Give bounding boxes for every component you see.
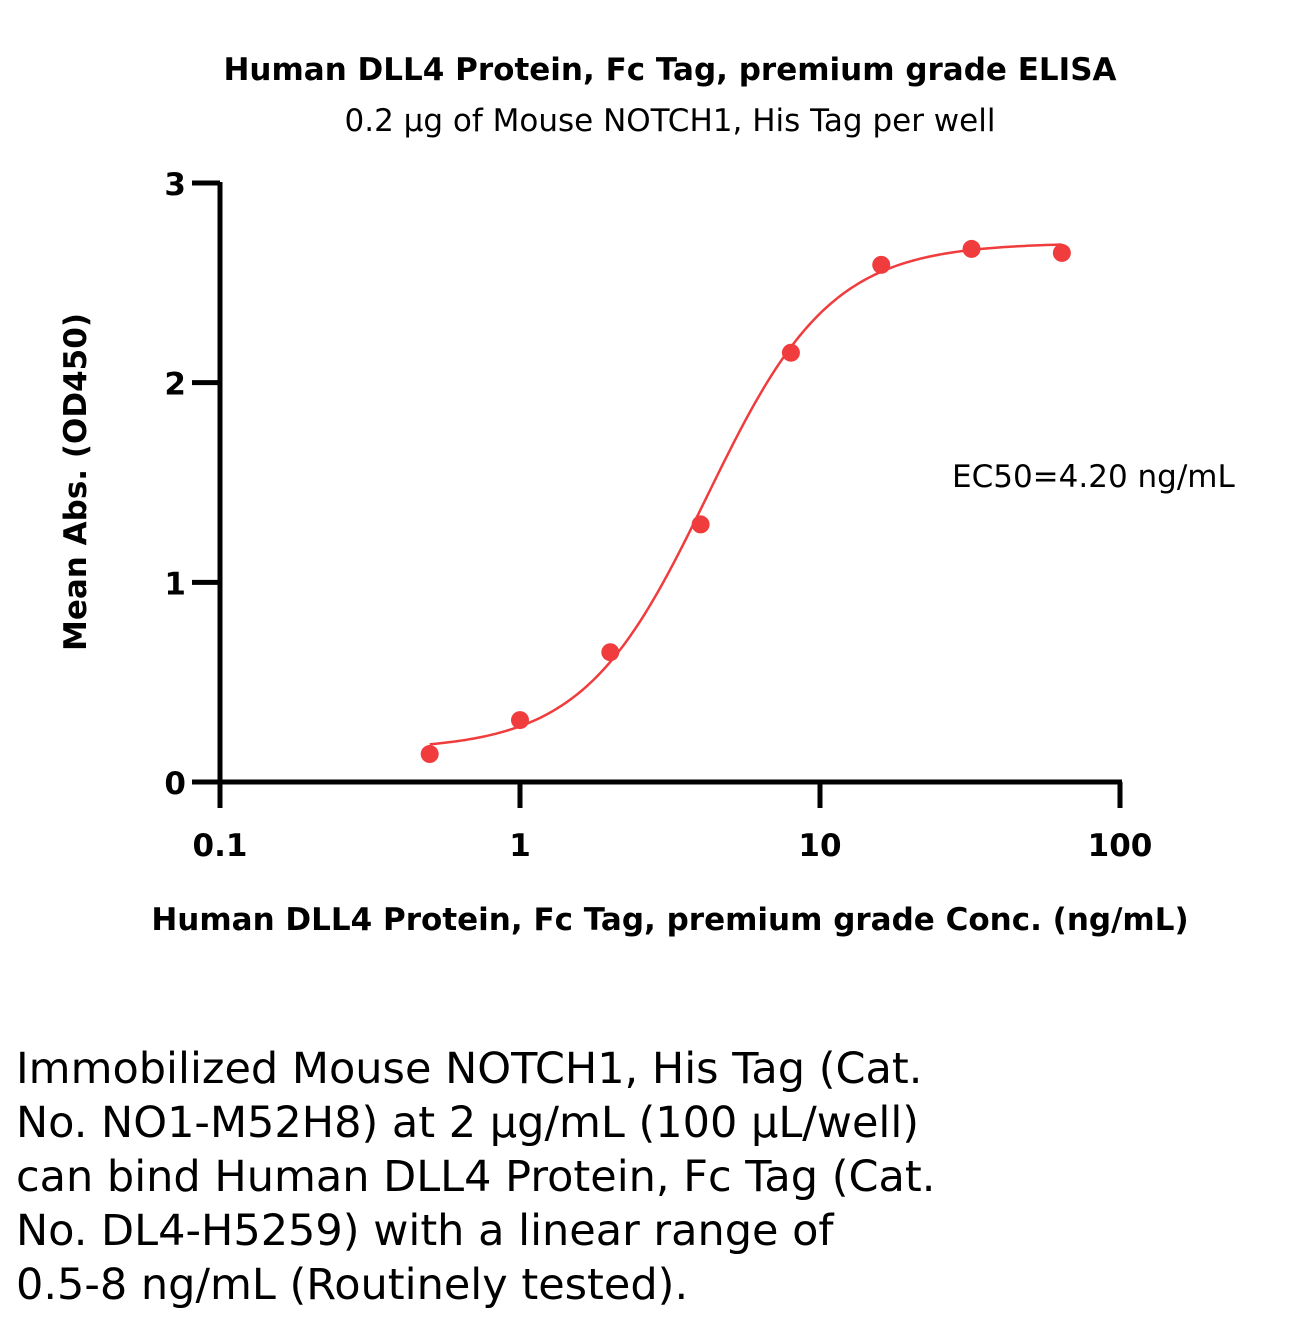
chart-title: Human DLL4 Protein, Fc Tag, premium grad… [223,52,1116,88]
caption: Immobilized Mouse NOTCH1, His Tag (Cat. … [16,1042,1016,1312]
x-tick-label: 100 [1088,828,1153,864]
y-tick-label: 3 [164,167,186,203]
chart-subtitle: 0.2 µg of Mouse NOTCH1, His Tag per well [345,103,996,139]
data-point [872,255,891,274]
x-tick-label: 0.1 [193,828,248,864]
y-axis-label: Mean Abs. (OD450) [58,313,94,651]
data-point [601,643,620,662]
caption-line: No. DL4-H5259) with a linear range of [16,1206,834,1256]
y-tick-label: 2 [164,367,186,403]
y-tick-label: 0 [164,766,186,802]
data-point [511,711,529,730]
data-point [1052,243,1071,262]
fit-curve [429,243,1062,746]
caption-line: Immobilized Mouse NOTCH1, His Tag (Cat. [16,1044,923,1094]
data-point [420,745,439,764]
x-tick-label: 10 [798,828,841,864]
data-point [781,343,800,362]
ec50-annotation: EC50=4.20 ng/mL [952,459,1235,495]
caption-line: 0.5-8 ng/mL (Routinely tested). [16,1260,689,1310]
caption-line: can bind Human DLL4 Protein, Fc Tag (Cat… [16,1152,936,1202]
x-axis: 0.1 1 10 100 [193,779,1153,864]
data-point [691,515,710,534]
elisa-chart: Human DLL4 Protein, Fc Tag, premium grad… [58,52,1235,938]
data-point [962,239,981,258]
x-axis-label: Human DLL4 Protein, Fc Tag, premium grad… [151,902,1188,938]
caption-line: No. NO1-M52H8) at 2 µg/mL (100 µL/well) [16,1098,920,1148]
y-tick-label: 1 [164,566,186,602]
x-tick-label: 1 [509,828,531,864]
y-axis: 0 1 2 3 [164,167,223,802]
